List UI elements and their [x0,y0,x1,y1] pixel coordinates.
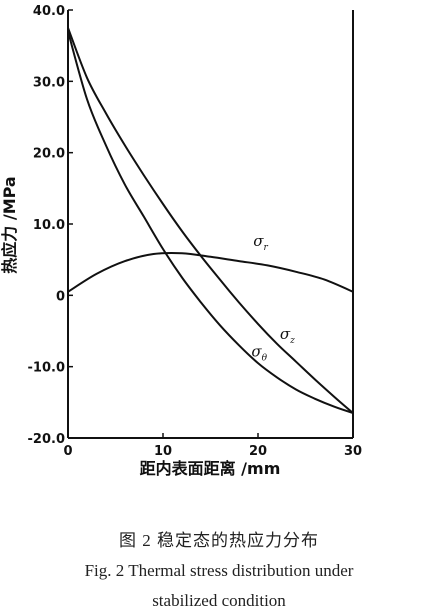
y-tick-label: 20.0 [33,147,65,162]
figure-caption-english-line2: stabilized condition [152,591,286,610]
x-tick-label: 20 [249,444,267,459]
figure-caption-english-line1: Fig. 2 Thermal stress distribution under [84,561,354,580]
y-tick-label: 0 [56,289,65,304]
x-tick-label: 30 [344,444,362,459]
series-line-r [67,251,354,293]
series-label-r: σr [253,232,268,253]
series-label-θ: σθ [251,343,267,364]
chart-ticks: -20.0 -10.0 0 10.0 20.0 30.0 40.0 0 10 20 30 [28,4,363,459]
series-line-z [67,27,354,414]
figure-caption-chinese: 图 2 稳定态的热应力分布 [119,531,319,550]
stress-chart: -20.0 -10.0 0 10.0 20.0 30.0 40.0 0 10 20 30 σr σzσ… [0,4,363,478]
chart-series [67,27,354,414]
y-tick-label: -20.0 [28,432,65,447]
series-line-θ [67,31,354,414]
x-tick-label: 10 [154,444,172,459]
y-axis-label: 热应力 /MPa [0,176,19,273]
x-axis-label: 距内表面距离 /mm [140,459,281,478]
y-tick-label: 30.0 [33,75,65,90]
y-tick-label: 40.0 [33,4,65,19]
y-tick-label: -10.0 [28,361,65,376]
x-tick-label: 0 [63,444,72,459]
series-label-z: σz [280,325,295,346]
y-tick-label: 10.0 [33,218,65,233]
